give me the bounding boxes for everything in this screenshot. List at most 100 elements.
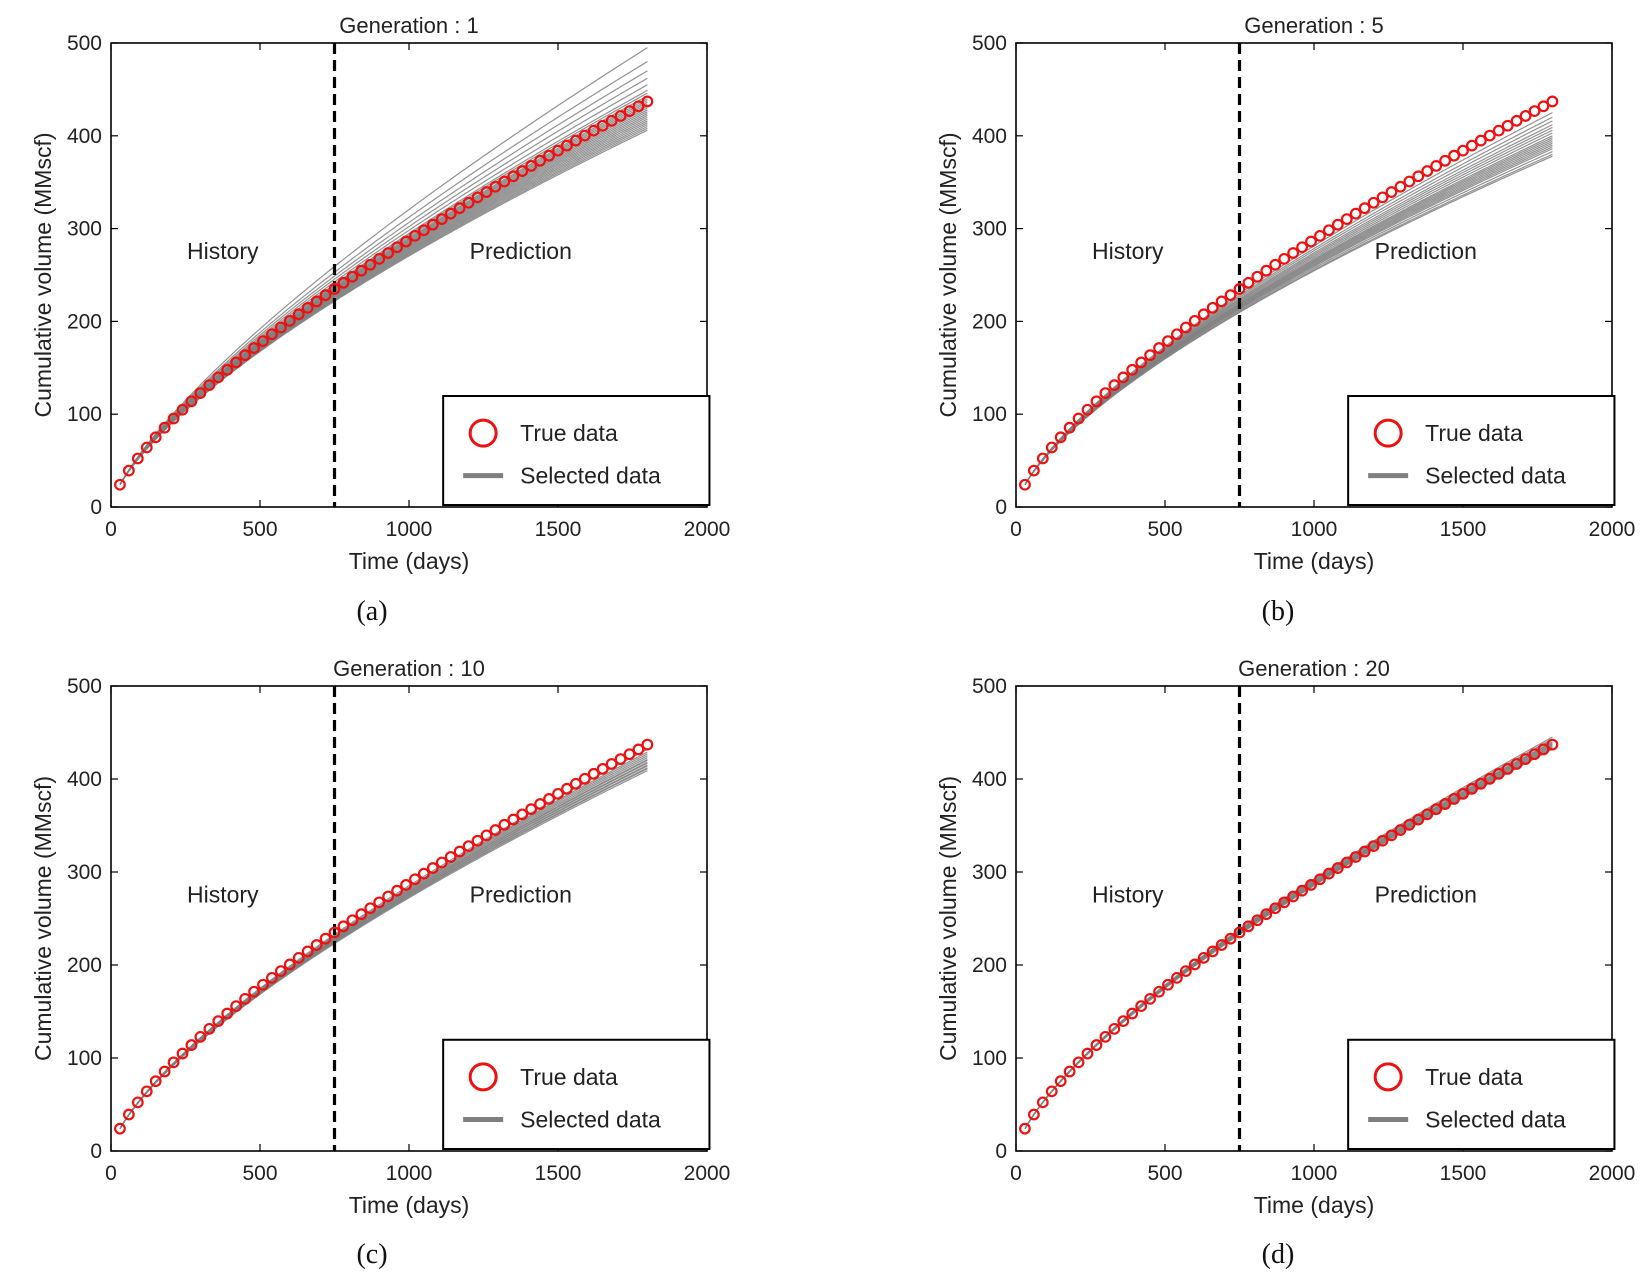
x-tick-label: 1500 — [1440, 518, 1487, 541]
true-data-point — [131, 452, 144, 465]
true-data-point — [176, 1047, 189, 1060]
true-data-point — [1108, 1022, 1121, 1035]
true-data-point — [1054, 1075, 1067, 1088]
true-data-point — [1322, 867, 1335, 880]
true-data-point — [1027, 464, 1040, 477]
true-data-point — [1305, 879, 1317, 891]
true-data-point — [1519, 753, 1532, 765]
true-data-point — [1349, 851, 1362, 863]
y-tick-label: 400 — [67, 768, 102, 791]
true-data-point — [1242, 920, 1255, 933]
true-data-point — [1305, 235, 1317, 248]
true-data-point — [1519, 110, 1532, 122]
legend-selected-label: Selected data — [520, 463, 661, 489]
true-data-point — [1537, 100, 1550, 113]
x-tick-label: 1500 — [535, 1162, 582, 1185]
true-data-point — [1376, 834, 1389, 847]
true-data-point — [1153, 342, 1165, 354]
true-data-point — [1260, 908, 1273, 921]
true-data-point — [516, 165, 529, 177]
true-data-point — [1322, 224, 1335, 237]
selected-data-line — [119, 770, 648, 1129]
legend-true-label: True data — [1425, 1064, 1523, 1090]
true-data-point — [534, 154, 547, 167]
true-data-point — [561, 782, 573, 795]
true-data-point — [516, 808, 529, 821]
region-label-prediction: Prediction — [470, 238, 572, 264]
true-data-point — [1385, 186, 1398, 198]
true-data-point — [462, 840, 475, 852]
true-data-point — [471, 834, 484, 847]
true-data-point — [1081, 403, 1094, 416]
true-data-point — [578, 129, 591, 142]
true-data-point — [176, 403, 189, 416]
x-tick-label: 0 — [1010, 518, 1022, 541]
true-data-point — [641, 95, 654, 108]
true-data-point — [605, 758, 618, 770]
true-data-point — [1197, 951, 1210, 964]
true-data-point — [337, 920, 350, 933]
true-data-point — [292, 308, 305, 321]
true-data-point — [1546, 95, 1559, 108]
region-label-prediction: Prediction — [1375, 238, 1477, 264]
true-data-point — [239, 349, 252, 362]
true-data-point — [391, 241, 403, 254]
selected-data-line — [1024, 155, 1553, 486]
true-data-point — [203, 1022, 216, 1035]
y-tick-label: 400 — [67, 125, 102, 148]
true-data-point — [167, 412, 180, 425]
x-tick-label: 0 — [105, 518, 117, 541]
true-data-point — [1376, 191, 1389, 204]
y-tick-label: 100 — [67, 403, 102, 426]
true-data-point — [337, 276, 350, 289]
true-data-point — [525, 803, 538, 816]
true-data-point — [1126, 1007, 1139, 1020]
true-data-point — [1108, 379, 1121, 392]
true-data-point — [1019, 1122, 1031, 1135]
true-data-point — [221, 1007, 234, 1020]
true-data-point — [1466, 139, 1478, 152]
true-data-point — [1063, 421, 1076, 434]
true-data-point — [569, 134, 582, 147]
true-data-point — [1251, 914, 1264, 927]
y-tick-label: 200 — [67, 954, 102, 977]
y-tick-label: 500 — [972, 675, 1007, 698]
legend-true-label: True data — [520, 1064, 618, 1090]
true-data-point — [418, 224, 430, 237]
true-data-point — [534, 798, 547, 810]
true-data-point — [158, 421, 171, 434]
true-data-point — [194, 387, 207, 400]
true-data-point — [552, 144, 564, 157]
true-data-point — [301, 301, 314, 314]
true-data-point — [1117, 371, 1130, 384]
true-data-point — [1367, 196, 1380, 209]
true-data-point — [1162, 978, 1174, 991]
true-data-point — [1349, 207, 1362, 220]
true-data-point — [373, 252, 386, 265]
true-data-point — [301, 945, 314, 958]
true-data-point — [140, 441, 153, 454]
true-data-point — [1501, 119, 1514, 132]
true-data-point — [561, 139, 573, 152]
true-data-point — [1296, 241, 1308, 254]
true-data-point — [489, 824, 502, 836]
true-data-point — [1224, 932, 1237, 945]
true-data-point — [1278, 896, 1291, 909]
true-data-point — [409, 873, 421, 886]
chart-title: Generation : 20 — [1238, 656, 1390, 681]
true-data-point — [257, 335, 269, 348]
true-data-point — [1412, 170, 1425, 183]
true-data-point — [355, 908, 368, 921]
true-data-point — [114, 478, 126, 491]
true-data-point — [194, 1030, 207, 1043]
true-data-point — [1269, 902, 1282, 915]
x-tick-label: 2000 — [1589, 518, 1636, 541]
true-data-point — [257, 978, 269, 991]
selected-data-line — [119, 129, 648, 486]
true-data-point — [543, 793, 555, 805]
true-data-point — [364, 258, 377, 271]
chart-title: Generation : 10 — [333, 656, 485, 681]
y-tick-label: 0 — [995, 1140, 1007, 1163]
true-data-point — [1340, 856, 1353, 869]
true-data-point — [435, 213, 448, 226]
